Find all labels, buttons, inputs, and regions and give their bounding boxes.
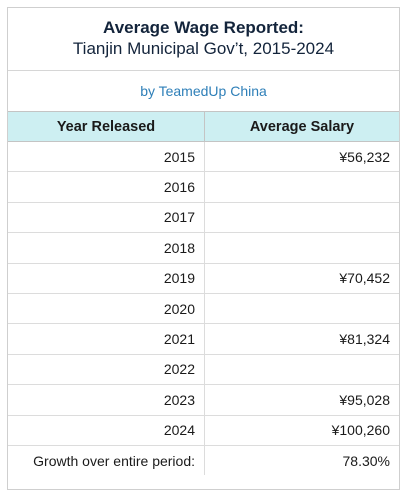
salary-cell: ¥70,452 xyxy=(204,263,399,294)
year-cell: 2024 xyxy=(8,415,205,446)
table-row: 2022 xyxy=(8,354,399,386)
year-cell: 2018 xyxy=(8,232,205,264)
table-row: 2015 ¥56,232 xyxy=(8,141,399,173)
table-row: 2024 ¥100,260 xyxy=(8,415,399,446)
table-row: 2020 xyxy=(8,293,399,325)
table-subtitle: Tianjin Municipal Gov’t, 2015-2024 xyxy=(72,39,335,58)
byline: by TeamedUp China xyxy=(140,83,267,99)
salary-cell xyxy=(204,232,399,264)
growth-value: 78.30% xyxy=(342,452,390,469)
column-header-salary: Average Salary xyxy=(204,111,399,142)
table-row: 2018 xyxy=(8,232,399,264)
year-cell: 2015 xyxy=(8,141,205,173)
salary-cell: ¥100,260 xyxy=(204,415,399,446)
year-cell: 2021 xyxy=(8,323,205,355)
growth-row: Growth over entire period: 78.30% xyxy=(8,445,399,476)
table-row: 2023 ¥95,028 xyxy=(8,384,399,416)
salary-cell: ¥56,232 xyxy=(204,141,399,173)
salary-cell xyxy=(204,202,399,234)
table-row: 2017 xyxy=(8,202,399,234)
salary-cell xyxy=(204,354,399,386)
year-cell: 2020 xyxy=(8,293,205,325)
year-cell: 2023 xyxy=(8,384,205,416)
salary-cell: ¥81,324 xyxy=(204,323,399,355)
table-row: 2016 xyxy=(8,171,399,203)
growth-label: Growth over entire period: xyxy=(8,445,205,476)
table-row: 2021 ¥81,324 xyxy=(8,323,399,355)
table-title: Average Wage Reported: xyxy=(103,18,304,37)
year-cell: 2019 xyxy=(8,263,205,294)
year-cell: 2017 xyxy=(8,202,205,234)
salary-cell: ¥95,028 xyxy=(204,384,399,416)
salary-cell xyxy=(204,293,399,325)
wage-table-card: Average Wage Reported: Tianjin Municipal… xyxy=(7,7,400,490)
header-row: Year Released Average Salary xyxy=(8,111,399,142)
salary-cell xyxy=(204,171,399,203)
table-row: 2019 ¥70,452 xyxy=(8,263,399,294)
year-cell: 2016 xyxy=(8,171,205,203)
column-header-year: Year Released xyxy=(8,111,205,142)
title-block: Average Wage Reported: Tianjin Municipal… xyxy=(8,8,399,71)
wage-table: Year Released Average Salary 2015 ¥56,23… xyxy=(8,111,399,476)
year-cell: 2022 xyxy=(8,354,205,386)
